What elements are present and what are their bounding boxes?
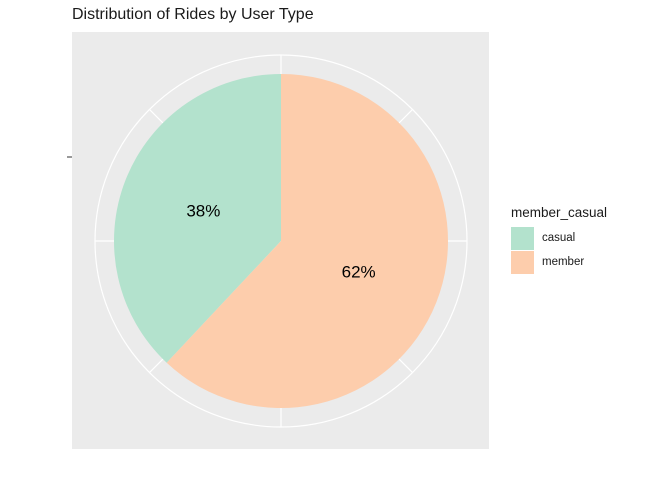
slice-labels: 38% 62%: [186, 201, 375, 281]
slice-label-casual: 38%: [186, 201, 220, 220]
legend-title: member_casual: [511, 205, 608, 220]
legend: member_casual casual member: [511, 205, 607, 274]
legend-item-member: member: [511, 250, 607, 274]
slice-label-member: 62%: [342, 263, 376, 282]
pie-slice-member: [166, 74, 448, 408]
pie-slices: [114, 74, 448, 408]
legend-label-member: member: [542, 256, 585, 268]
chart-title: Distribution of Rides by User Type: [72, 6, 314, 23]
legend-item-casual: casual: [511, 226, 607, 250]
legend-key-casual: [511, 226, 534, 250]
pie-slice-casual: [114, 74, 281, 363]
legend-key-member: [511, 250, 534, 274]
legend-label-casual: casual: [542, 232, 576, 244]
